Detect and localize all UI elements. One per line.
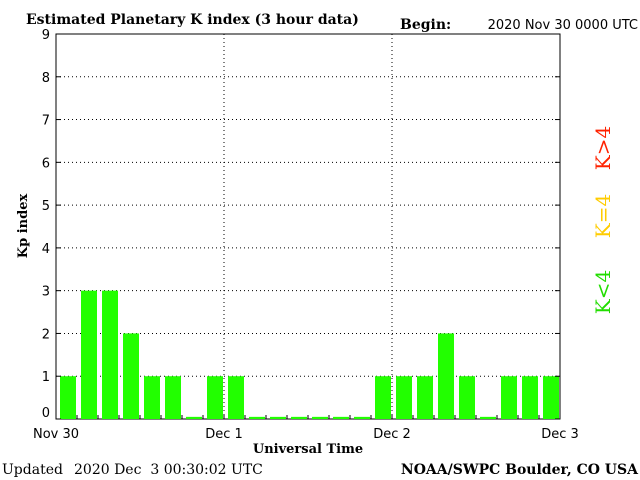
kp-bar	[102, 290, 118, 419]
y-tick-label: 1	[42, 370, 50, 385]
kp-bar	[438, 333, 454, 419]
credit-text: NOAA/SWPC Boulder, CO USA	[401, 462, 639, 478]
y-tick-label: 9	[42, 28, 50, 43]
kp-bar	[81, 290, 97, 419]
y-tick-label: 0	[42, 406, 50, 421]
plot-area	[55, 33, 561, 420]
kp-bar	[396, 376, 412, 419]
kp-bar	[186, 416, 202, 419]
chart-title: Estimated Planetary K index (3 hour data…	[26, 12, 359, 28]
grid-lines	[56, 34, 560, 419]
updated-label: Updated	[2, 462, 63, 478]
kp-bar	[228, 376, 244, 419]
kp-bar	[354, 416, 370, 419]
x-ticks: Nov 30 Dec 1 Dec 2 Dec 3	[33, 415, 579, 442]
y-tick-label: 4	[42, 242, 50, 257]
y-tick-label: 6	[42, 156, 50, 171]
updated-value: 2020 Dec 3 00:30:02 UTC	[74, 462, 263, 478]
y-tick-label: 2	[42, 327, 50, 342]
kp-bar	[417, 376, 433, 419]
legend-k-greater-4: K>4	[591, 126, 615, 170]
kp-bar	[459, 376, 475, 419]
y-tick-label: 5	[42, 199, 50, 214]
y-tick-label: 3	[42, 285, 50, 300]
y-ticks: 0 1 2 3 4 5 6 7 8 9	[42, 28, 560, 421]
kp-bar	[501, 376, 517, 419]
kp-bar	[312, 416, 328, 419]
kp-bar	[249, 416, 265, 419]
x-tick-label: Dec 3	[541, 427, 579, 442]
y-tick-label: 7	[42, 114, 50, 129]
kp-bar	[144, 376, 160, 419]
bars-group	[60, 290, 559, 419]
kp-bar	[207, 376, 223, 419]
kp-bar	[543, 376, 559, 419]
kp-bar	[60, 376, 76, 419]
x-axis-label: Universal Time	[253, 442, 363, 457]
y-tick-label: 8	[42, 71, 50, 86]
kp-bar	[165, 376, 181, 419]
kp-bar	[333, 416, 349, 419]
x-tick-label: Dec 2	[373, 427, 411, 442]
kp-bar	[291, 416, 307, 419]
legend-k-less-4: K<4	[591, 270, 615, 314]
begin-value: 2020 Nov 30 0000 UTC	[488, 18, 638, 33]
kp-bar	[375, 376, 391, 419]
kp-bar	[480, 416, 496, 419]
kp-bar	[522, 376, 538, 419]
x-tick-label: Nov 30	[33, 427, 79, 442]
x-tick-label: Dec 1	[205, 427, 243, 442]
kp-bar	[270, 416, 286, 419]
kp-bar	[123, 333, 139, 419]
begin-label: Begin:	[400, 17, 451, 33]
y-axis-label: Kp index	[16, 194, 31, 259]
legend-k-equal-4: K=4	[591, 194, 615, 238]
